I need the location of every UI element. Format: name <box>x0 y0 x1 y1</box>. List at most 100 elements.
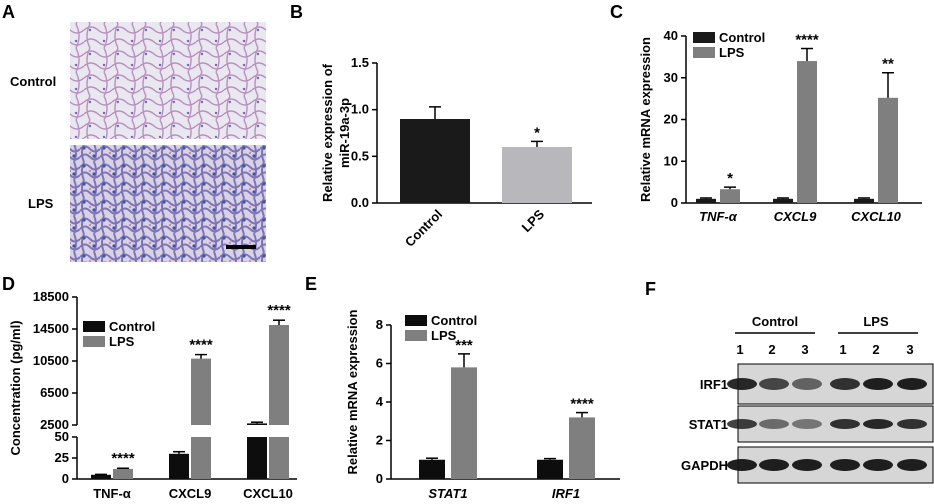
chart-b-ytick-label: 0.0 <box>351 195 369 210</box>
chart-c-ytick-label: 40 <box>664 28 678 43</box>
chart-d-ylabel: Concentration (pg/ml) <box>8 320 23 455</box>
chart-d-bar-lower <box>191 437 211 479</box>
blot-band <box>897 378 927 390</box>
chart-c-significance: **** <box>795 32 819 49</box>
chart-c-ytick-label: 0 <box>671 195 678 210</box>
chart-e-ytick-label: 4 <box>376 394 384 409</box>
chart-d-significance: **** <box>189 337 213 354</box>
panel-letter-a: A <box>2 2 15 22</box>
blot-band <box>863 419 893 429</box>
chart-e-legend-swatch <box>405 330 427 341</box>
blot-band <box>792 459 822 471</box>
blot-lane-label: 2 <box>872 342 879 357</box>
chart-b-bar-control <box>400 119 470 203</box>
chart-e-bar <box>537 459 563 479</box>
blot-band <box>727 378 757 390</box>
chart-e-bar <box>451 367 477 479</box>
blot-band <box>830 459 860 471</box>
chart-c: 0 10 20 30 40 Relative mRNA expression * TNF-α *… <box>638 28 922 224</box>
chart-c-category-label: CXCL10 <box>851 209 902 224</box>
panel-letter-b: B <box>290 2 303 22</box>
blot-lane-label: 3 <box>906 342 913 357</box>
chart-c-ytick-label: 30 <box>664 70 678 85</box>
chart-d-ytick-label: 18500 <box>33 289 69 304</box>
chart-e-category-label: IRF1 <box>552 486 580 501</box>
chart-e: 0 2 4 6 8 Relative mRNA expression *** STAT1 ***… <box>345 309 620 501</box>
blot-group-label-lps: LPS <box>863 314 889 329</box>
blot-lane-label: 3 <box>801 342 808 357</box>
blot-band <box>830 419 860 429</box>
blot-band <box>863 378 893 390</box>
chart-b-ylabel: Relative expression of miR-19a-3p <box>320 63 352 202</box>
chart-d-legend-label: Control <box>109 319 155 334</box>
chart-e-ytick-label: 6 <box>376 356 383 371</box>
blot-band <box>792 419 822 429</box>
blot-band <box>759 419 789 429</box>
chart-c-ytick-label: 10 <box>664 153 678 168</box>
chart-b-ytick-label: 1.0 <box>351 102 369 117</box>
blot-lane-label: 1 <box>839 342 846 357</box>
chart-d-ytick-label: 2500 <box>40 417 69 432</box>
chart-c-ylabel: Relative mRNA expression <box>638 37 653 202</box>
blot-protein-label-irf1: IRF1 <box>700 377 728 392</box>
chart-c-significance: ** <box>882 56 894 73</box>
panel-letter-c: C <box>610 2 623 22</box>
blot-band <box>863 459 893 471</box>
chart-c-bar <box>854 198 874 203</box>
chart-e-legend-label: LPS <box>431 328 457 343</box>
panel-letter-e: E <box>305 274 317 294</box>
blot-band <box>759 378 789 390</box>
chart-c-bar <box>797 61 817 203</box>
chart-d-legend-swatch <box>83 336 105 347</box>
chart-b-ytick-label: 0.5 <box>351 148 369 163</box>
blot-band <box>897 459 927 471</box>
chart-e-significance: *** <box>455 337 473 354</box>
chart-c-legend-label: Control <box>719 30 765 45</box>
chart-d-bar-upper <box>269 325 289 425</box>
histology-image-control <box>70 22 266 139</box>
blot-protein-label-gapdh: GAPDH <box>681 458 728 473</box>
blot-lane-label: 1 <box>736 342 743 357</box>
histology-row-label-control: Control <box>10 74 56 89</box>
chart-d-bar-lower <box>169 453 189 479</box>
chart-d-ytick-label: 25 <box>55 450 69 465</box>
histology-row-label-lps: LPS <box>28 196 54 211</box>
chart-d-bar-upper <box>191 358 211 425</box>
blot-protein-label-stat1: STAT1 <box>689 417 728 432</box>
chart-b-ylabel-line: Relative expression of <box>320 63 335 202</box>
chart-e-legend-label: Control <box>431 313 477 328</box>
chart-e-legend-swatch <box>405 315 427 326</box>
chart-e-bar <box>569 417 595 479</box>
chart-e-significance: **** <box>570 396 594 413</box>
chart-d-significance: **** <box>111 450 135 467</box>
chart-d-ytick-label: 0 <box>62 471 69 486</box>
scale-bar <box>226 245 256 249</box>
blot-band <box>727 459 757 471</box>
chart-d-ytick-label: 10500 <box>33 353 69 368</box>
chart-b-ylabel-line: miR-19a-3p <box>337 98 352 168</box>
chart-c-category-label: CXCL9 <box>774 209 817 224</box>
chart-d-bar-lower <box>269 437 289 479</box>
blot-group-label-control: Control <box>752 314 798 329</box>
chart-d-legend-swatch <box>83 321 105 332</box>
chart-e-ylabel: Relative mRNA expression <box>345 309 360 474</box>
chart-c-bar <box>773 198 793 203</box>
chart-c-bar <box>720 189 740 203</box>
blot-band <box>759 459 789 471</box>
chart-e-bar <box>419 459 445 479</box>
chart-c-category-label: TNF-α <box>699 209 738 224</box>
western-blot: Control LPS 1 2 3 1 2 3 IRF1 STAT1 GAPDH <box>681 314 934 484</box>
chart-e-ytick-label: 2 <box>376 433 383 448</box>
chart-c-legend-swatch <box>693 47 715 58</box>
chart-c-legend-label: LPS <box>719 45 745 60</box>
chart-b-category-label: Control <box>402 207 445 250</box>
chart-d-bar-lower <box>247 437 267 479</box>
panel-letter-f: F <box>645 279 656 299</box>
chart-d-category-label: CXCL10 <box>243 486 293 501</box>
chart-d-bar-lower <box>113 468 133 479</box>
chart-c-ytick-label: 20 <box>664 112 678 127</box>
chart-e-ytick-label: 8 <box>376 317 383 332</box>
panel-letter-d: D <box>2 274 15 294</box>
chart-c-bar <box>696 198 716 203</box>
